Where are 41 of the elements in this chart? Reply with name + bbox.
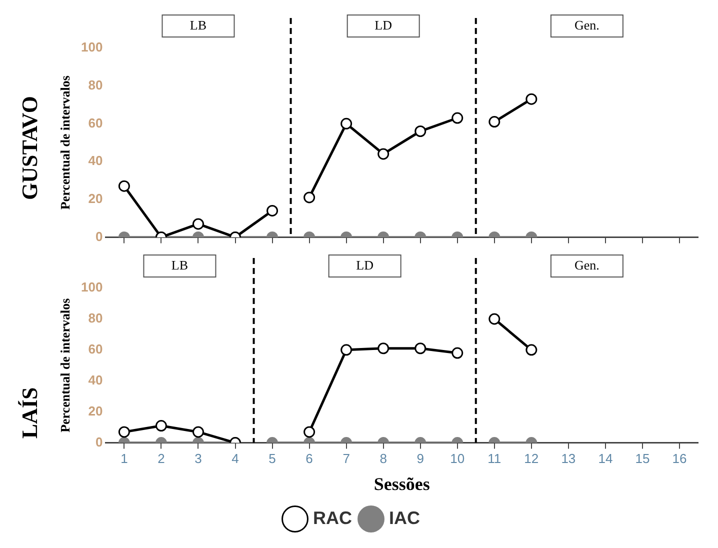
text: LD (374, 17, 392, 32)
x-tick-label: 6 (306, 451, 313, 466)
y-tick-label: 40 (88, 153, 103, 168)
legend-label: IAC (389, 508, 420, 528)
x-tick-label: 2 (158, 451, 165, 466)
y-tick-label: 20 (88, 403, 103, 418)
y-tick-label: 0 (95, 228, 103, 244)
y-tick-label: 60 (88, 115, 103, 130)
y-tick-label: 60 (88, 342, 103, 356)
y-tick-label: 40 (88, 372, 103, 388)
x-tick-label: 5 (268, 451, 276, 466)
y-tick-label: 100 (80, 280, 103, 295)
y-tick-label: 20 (88, 190, 103, 206)
x-tick-label: 12 (524, 451, 539, 466)
x-tick-label: 10 (450, 451, 465, 466)
legend-label: RAC (313, 508, 352, 528)
x-tick-label: 4 (232, 451, 239, 466)
x-tick-label: 8 (380, 451, 387, 466)
x-tick-label: 14 (598, 451, 613, 466)
text: LB (190, 17, 207, 32)
y-tick-label: 100 (80, 40, 103, 55)
y-tick-label: 80 (88, 77, 103, 92)
x-tick-label: 9 (416, 451, 424, 466)
text: LD (356, 257, 374, 272)
text: GUSTAVO (16, 96, 42, 200)
y-tick-label: 0 (95, 434, 103, 450)
text: Gen. (574, 257, 600, 272)
x-tick-label: 3 (194, 451, 202, 466)
x-tick-label: 1 (120, 451, 128, 466)
y-tick-label: 80 (88, 310, 103, 326)
y-axis-title: Percentual de intervalos (58, 76, 73, 210)
text: LAÍS (16, 387, 42, 439)
x-tick-label: 13 (561, 451, 576, 466)
x-axis-title: Sessões (374, 474, 430, 494)
x-tick-label: 15 (635, 451, 650, 466)
x-tick-label: 7 (342, 451, 350, 466)
x-tick-label: 11 (488, 451, 502, 466)
y-axis-title: Percentual de intervalos (58, 298, 73, 432)
text: Gen. (574, 17, 600, 32)
x-tick-label: 16 (672, 451, 687, 466)
text: LB (171, 257, 188, 272)
